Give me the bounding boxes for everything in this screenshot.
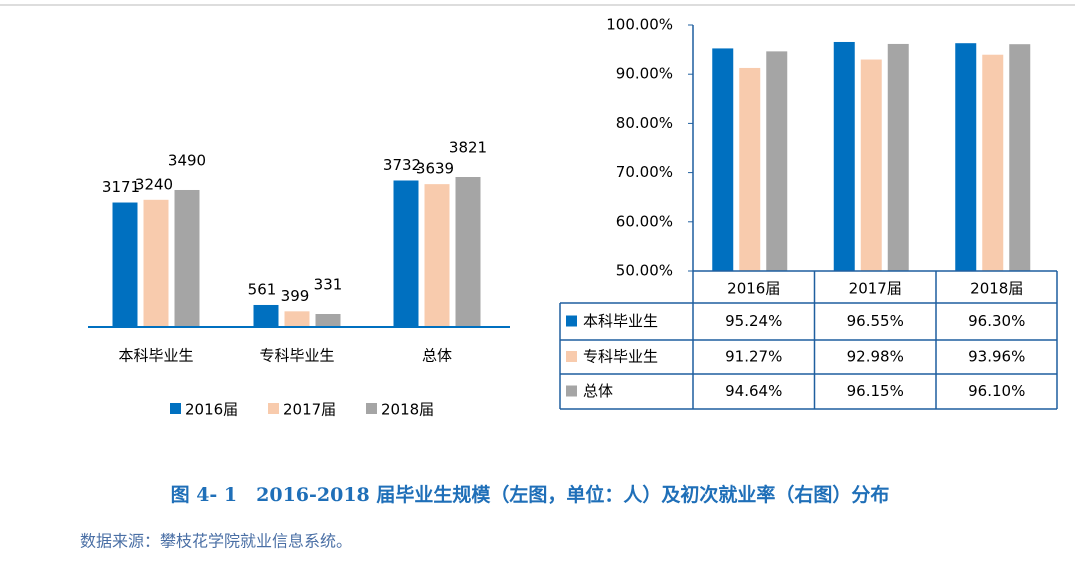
y-tick-label: 70.00% — [616, 163, 673, 181]
data-label: 561 — [248, 280, 277, 298]
table-cell: 96.10% — [968, 382, 1025, 400]
legend-label: 2017届 — [283, 401, 336, 419]
bar — [887, 43, 909, 271]
bar — [393, 180, 419, 327]
x-tick-label: 总体 — [422, 347, 452, 365]
table-cell: 91.27% — [725, 348, 782, 366]
bar — [143, 199, 169, 327]
legend-label: 2016届 — [185, 401, 238, 419]
table-cell: 93.96% — [968, 348, 1025, 366]
table-cell: 92.98% — [847, 348, 904, 366]
data-label: 399 — [281, 287, 310, 305]
table-header: 2018届 — [970, 280, 1023, 298]
bar — [284, 311, 310, 327]
bar — [860, 59, 882, 272]
bar — [1009, 44, 1031, 271]
legend-label: 2018届 — [381, 401, 434, 419]
table-cell: 96.30% — [968, 312, 1025, 330]
bar — [455, 177, 481, 327]
bar — [766, 51, 788, 271]
y-tick-label: 100.00% — [606, 16, 673, 34]
data-label: 3821 — [449, 139, 487, 157]
bar — [982, 54, 1004, 272]
legend-label: 本科毕业生 — [583, 312, 658, 330]
table-header: 2016届 — [727, 280, 780, 298]
y-tick-label: 80.00% — [616, 114, 673, 132]
legend-label: 总体 — [583, 382, 613, 400]
bar — [253, 304, 279, 327]
table-cell: 94.64% — [725, 382, 782, 400]
table-cell: 96.55% — [847, 312, 904, 330]
y-tick-label: 60.00% — [616, 212, 673, 230]
data-label: 3490 — [168, 151, 206, 169]
table-cell: 96.15% — [847, 382, 904, 400]
bar — [955, 43, 977, 272]
bar — [424, 184, 450, 327]
bar — [739, 67, 761, 271]
legend-swatch — [566, 385, 577, 397]
source: 数据来源：攀枝花学院就业信息系统。 — [80, 532, 352, 551]
data-label: 331 — [314, 276, 343, 294]
legend-swatch — [566, 315, 577, 327]
table-cell: 95.24% — [725, 312, 782, 330]
caption: 图 4- 1 2016-2018 届毕业生规模（左图，单位：人）及初次就业率（右… — [171, 483, 890, 506]
data-label: 3639 — [416, 160, 454, 178]
bar — [174, 189, 200, 327]
x-tick-label: 专科毕业生 — [259, 347, 334, 365]
data-label: 3732 — [383, 156, 421, 174]
x-tick-label: 本科毕业生 — [118, 347, 193, 365]
data-label: 3240 — [135, 175, 173, 193]
bar — [833, 41, 855, 271]
table-header: 2017届 — [849, 280, 902, 298]
legend-swatch — [566, 351, 577, 362]
legend-swatch — [366, 403, 377, 414]
bar — [315, 314, 341, 327]
legend-swatch — [268, 403, 279, 414]
y-tick-label: 50.00% — [616, 262, 673, 280]
y-tick-label: 90.00% — [616, 65, 673, 83]
legend-label: 专科毕业生 — [583, 348, 658, 366]
legend-swatch — [170, 403, 181, 414]
bar — [712, 48, 734, 271]
bar — [112, 202, 138, 327]
data-label: 3171 — [102, 178, 140, 196]
